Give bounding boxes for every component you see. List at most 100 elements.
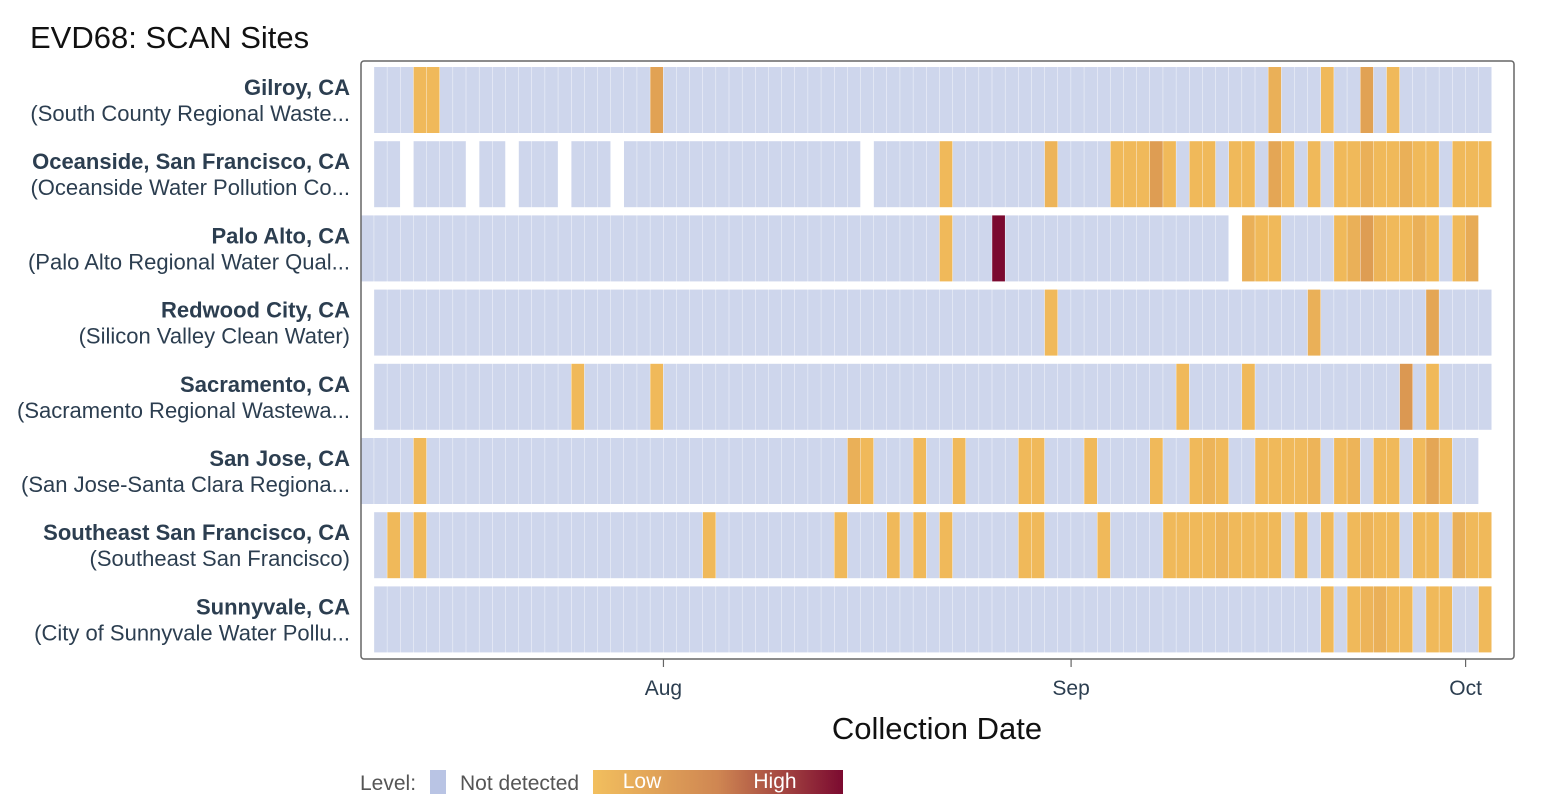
detection-cell: [1373, 586, 1387, 653]
not-detected-cell: [1150, 215, 1163, 282]
heatmap-row: [374, 67, 1492, 133]
not-detected-cell: [1320, 141, 1334, 208]
not-detected-cell: [492, 215, 506, 282]
not-detected-cell: [1215, 586, 1229, 653]
not-detected-cell: [1163, 215, 1176, 282]
not-detected-cell: [505, 363, 519, 430]
not-detected-cell: [663, 586, 677, 653]
not-detected-cell: [847, 67, 861, 133]
chart-title: EVD68: SCAN Sites: [30, 20, 310, 55]
site-facility-label: (Silicon Valley Clean Water): [79, 324, 350, 349]
not-detected-cell: [821, 141, 834, 208]
detection-cell: [1426, 363, 1439, 430]
not-detected-cell: [716, 586, 729, 653]
not-detected-cell: [453, 289, 466, 356]
detection-cell: [1360, 215, 1374, 282]
not-detected-cell: [702, 215, 716, 282]
not-detected-cell: [374, 289, 387, 356]
heatmap-rows: [361, 67, 1492, 653]
not-detected-cell: [913, 586, 927, 653]
not-detected-cell: [1084, 215, 1097, 282]
not-detected-cell: [873, 363, 887, 430]
not-detected-cell: [834, 67, 848, 133]
not-detected-cell: [1110, 512, 1124, 579]
not-detected-cell: [1189, 67, 1203, 133]
detection-cell: [1294, 512, 1308, 579]
not-detected-cell: [676, 363, 690, 430]
heatmap-row: [374, 289, 1492, 356]
not-detected-cell: [992, 141, 1005, 208]
not-detected-cell: [873, 141, 887, 208]
detection-cell: [1399, 586, 1413, 653]
not-detected-cell: [624, 67, 637, 133]
not-detected-cell: [492, 67, 506, 133]
not-detected-cell: [1452, 289, 1466, 356]
not-detected-cell: [518, 586, 532, 653]
detection-cell: [1110, 141, 1124, 208]
not-detected-cell: [518, 363, 532, 430]
not-detected-cell: [466, 289, 479, 356]
legend: Level: Not detected Low High: [360, 770, 843, 795]
detection-cell: [1413, 512, 1426, 579]
detection-cell: [1347, 141, 1360, 208]
detection-cell: [1413, 438, 1426, 504]
not-detected-cell: [1255, 67, 1268, 133]
not-detected-cell: [1268, 363, 1282, 430]
not-detected-cell: [1084, 67, 1097, 133]
detection-cell: [1478, 141, 1492, 208]
not-detected-cell: [1307, 215, 1321, 282]
not-detected-cell: [1307, 586, 1321, 653]
not-detected-cell: [939, 438, 953, 504]
detection-cell: [1399, 215, 1413, 282]
not-detected-cell: [729, 67, 742, 133]
not-detected-cell: [1478, 67, 1492, 133]
not-detected-cell: [624, 141, 637, 208]
detection-cell: [1334, 215, 1347, 282]
not-detected-cell: [900, 141, 913, 208]
not-detected-cell: [1452, 438, 1466, 504]
not-detected-cell: [900, 512, 913, 579]
not-detected-cell: [1465, 438, 1479, 504]
not-detected-cell: [1242, 438, 1255, 504]
not-detected-cell: [439, 215, 453, 282]
not-detected-cell: [676, 141, 690, 208]
not-detected-cell: [1439, 67, 1453, 133]
not-detected-cell: [466, 67, 479, 133]
not-detected-cell: [637, 215, 650, 282]
detection-cell: [650, 67, 664, 133]
not-detected-cell: [426, 512, 440, 579]
not-detected-cell: [479, 586, 493, 653]
not-detected-cell: [531, 67, 545, 133]
not-detected-cell: [1189, 289, 1203, 356]
not-detected-cell: [913, 215, 927, 282]
detection-cell: [1018, 512, 1032, 579]
not-detected-cell: [1084, 586, 1097, 653]
not-detected-cell: [1465, 363, 1479, 430]
site-name-label: Southeast San Francisco, CA: [43, 520, 350, 545]
not-detected-cell: [518, 215, 532, 282]
not-detected-cell: [1123, 363, 1137, 430]
detection-cell: [860, 438, 874, 504]
not-detected-cell: [808, 67, 821, 133]
not-detected-cell: [558, 512, 571, 579]
legend-high-label: High: [753, 770, 796, 793]
not-detected-cell: [781, 141, 795, 208]
not-detected-cell: [1005, 512, 1019, 579]
not-detected-cell: [847, 363, 861, 430]
not-detected-cell: [1478, 289, 1492, 356]
not-detected-cell: [979, 438, 992, 504]
not-detected-cell: [1347, 363, 1360, 430]
not-detected-cell: [374, 438, 387, 504]
not-detected-cell: [1281, 586, 1295, 653]
detection-cell: [413, 512, 427, 579]
not-detected-cell: [610, 215, 624, 282]
detection-cell: [1386, 512, 1400, 579]
not-detected-cell: [439, 141, 453, 208]
detection-cell: [1373, 141, 1387, 208]
detection-cell: [1242, 215, 1255, 282]
not-detected-cell: [965, 363, 979, 430]
detection-cell: [650, 363, 664, 430]
detection-cell: [1452, 512, 1466, 579]
not-detected-cell: [545, 512, 558, 579]
not-detected-cell: [1439, 141, 1453, 208]
